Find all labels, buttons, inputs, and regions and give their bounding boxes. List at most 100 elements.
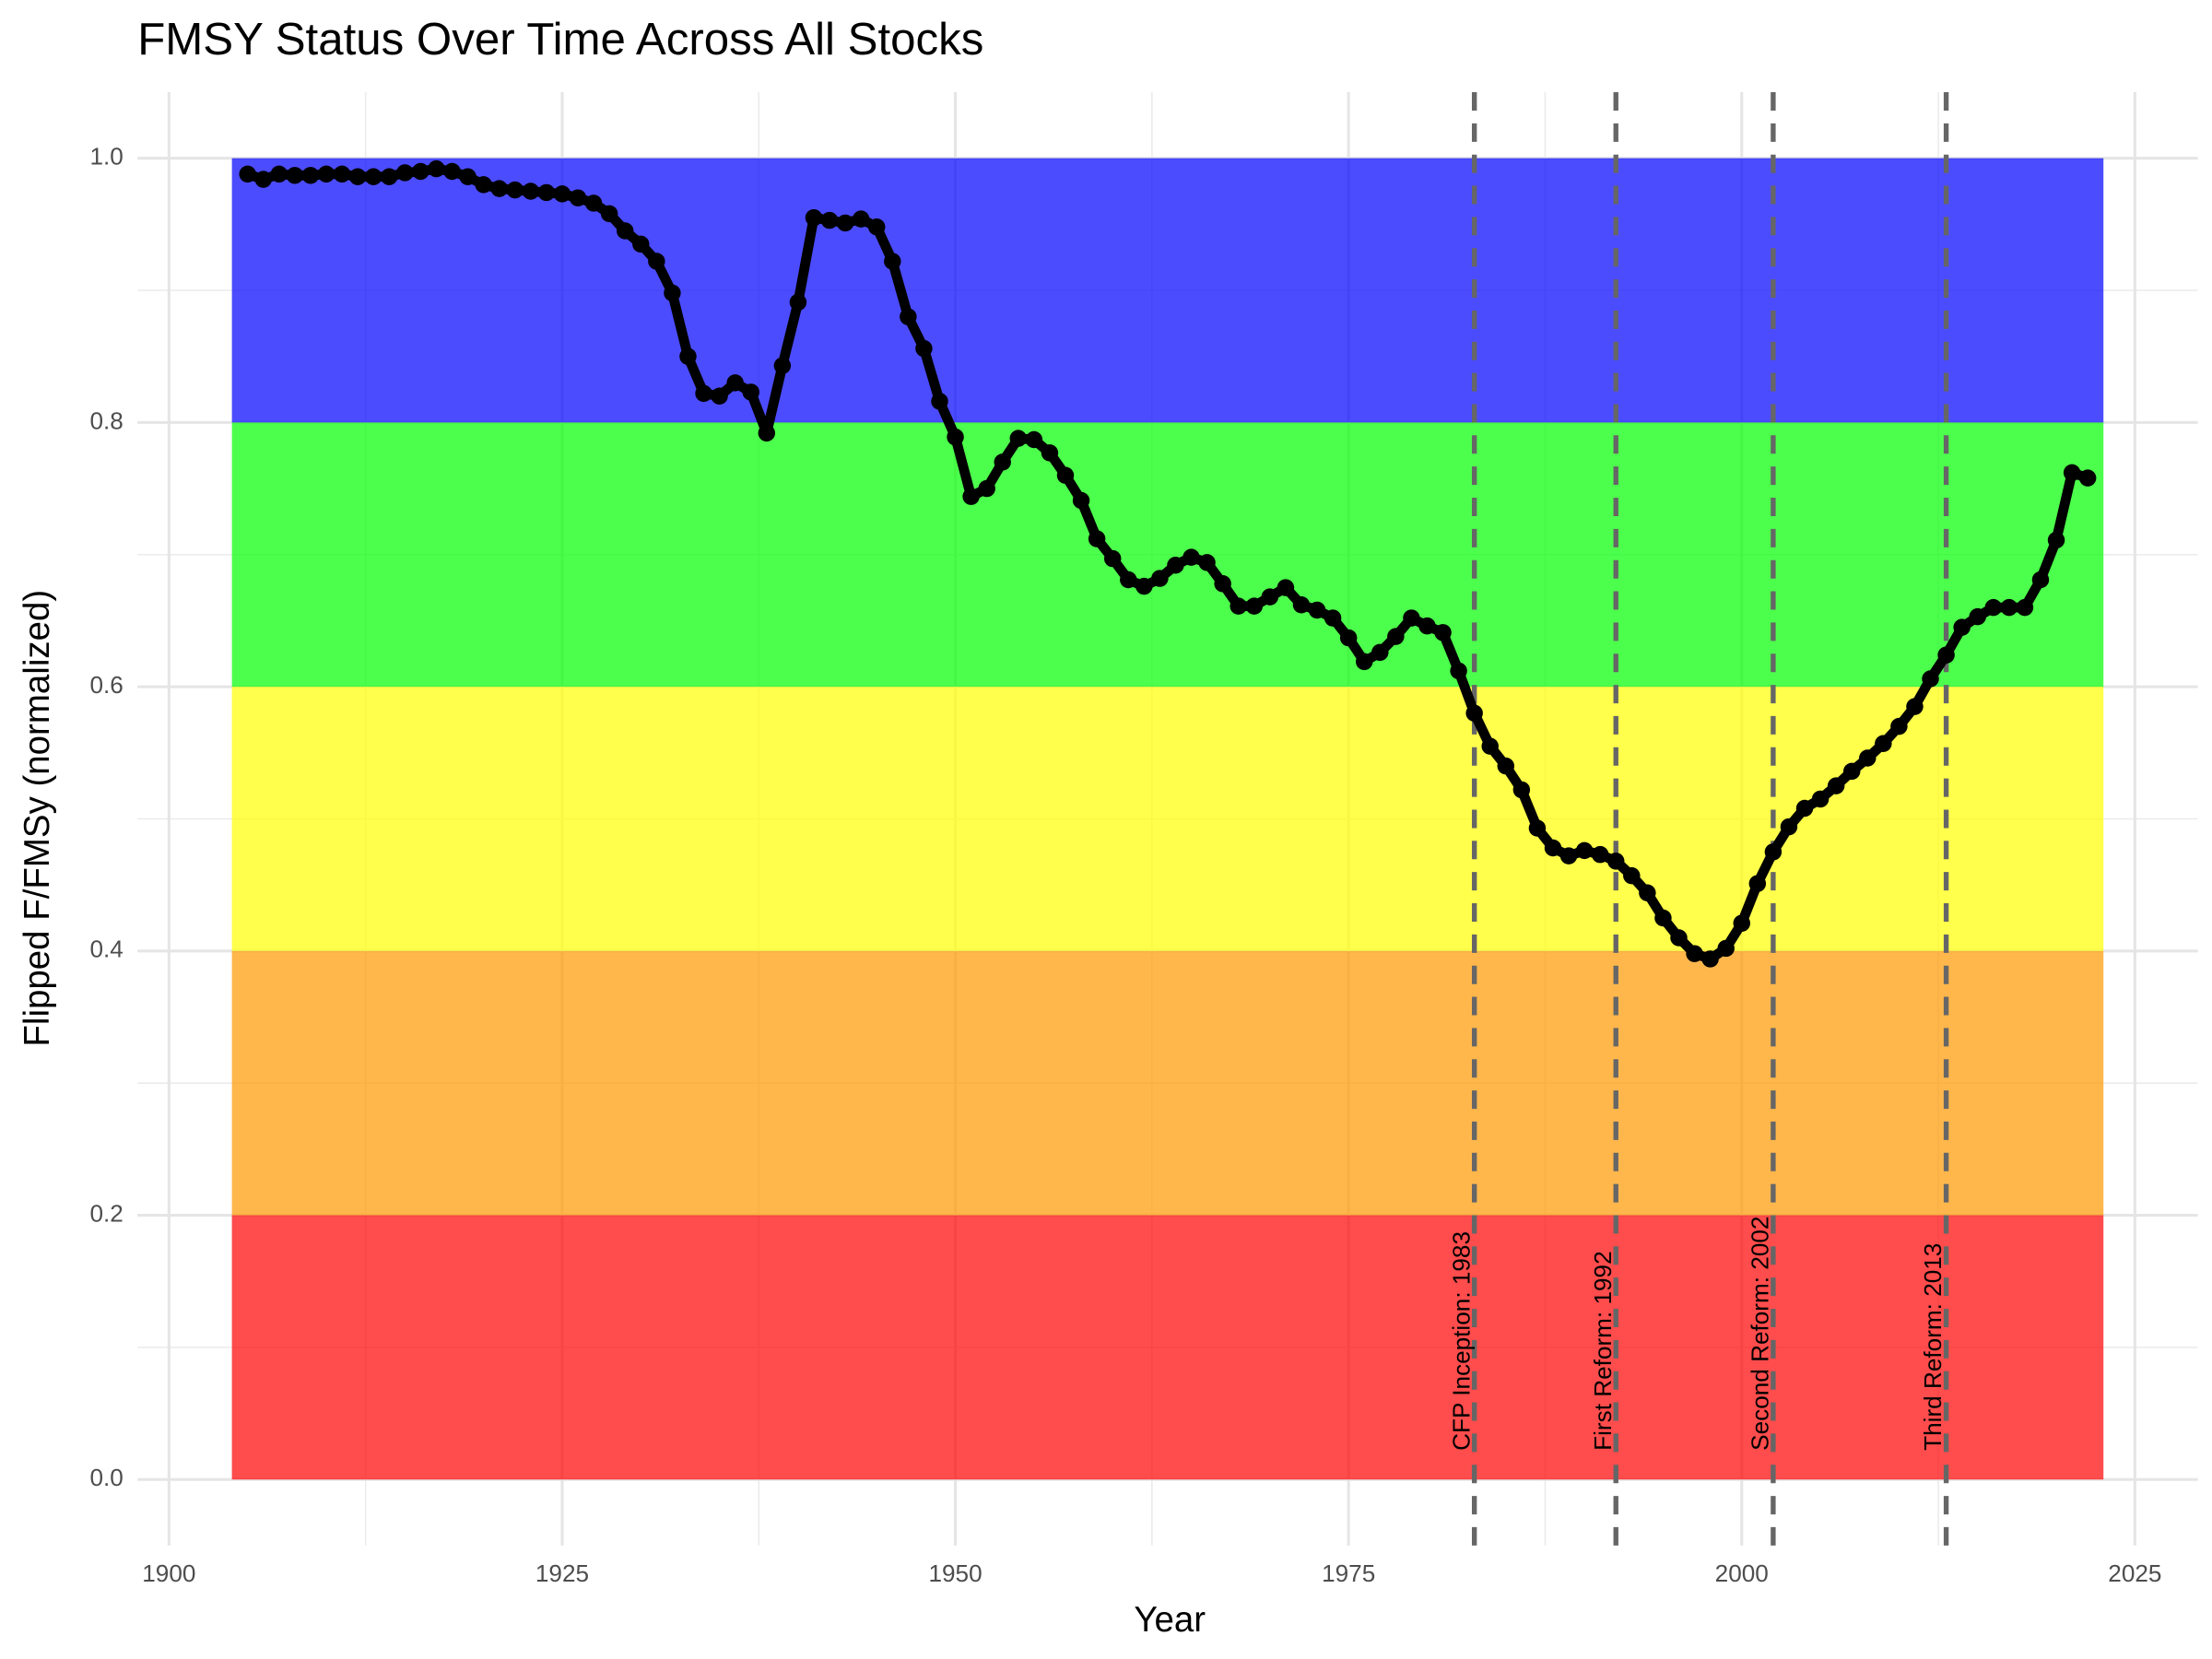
data-point <box>789 293 807 312</box>
data-point <box>600 205 618 223</box>
data-point <box>1890 717 1908 735</box>
data-point <box>679 347 697 365</box>
data-point <box>1355 653 1373 671</box>
data-point <box>1120 571 1137 589</box>
data-point <box>1151 570 1169 587</box>
data-point <box>931 393 948 410</box>
data-point <box>584 194 603 212</box>
data-point <box>254 171 272 188</box>
data-point <box>412 162 429 181</box>
data-point <box>381 168 398 185</box>
data-point <box>1811 790 1830 808</box>
data-point <box>884 253 901 270</box>
data-point <box>1984 598 2003 617</box>
data-point <box>664 284 681 302</box>
y-axis-label: Flipped F/FMSy (normalized) <box>18 590 57 1047</box>
data-point <box>1088 530 1106 547</box>
data-point <box>711 387 728 405</box>
data-point <box>270 165 288 183</box>
data-point <box>1418 617 1436 635</box>
data-point <box>364 168 382 185</box>
data-point <box>1450 662 1467 680</box>
status-band <box>231 422 2104 688</box>
data-point <box>836 214 854 232</box>
data-point <box>962 488 980 505</box>
data-point <box>868 218 886 236</box>
data-point <box>1906 698 1924 715</box>
data-point <box>1292 595 1311 614</box>
data-point <box>348 168 367 185</box>
data-point <box>805 208 823 227</box>
y-tick-label: 0.6 <box>90 671 124 699</box>
reform-label: Second Reform: 2002 <box>1746 1217 1773 1451</box>
data-point <box>1308 601 1326 619</box>
data-point <box>1103 549 1122 568</box>
x-tick-label: 2025 <box>2108 1559 2161 1587</box>
data-point <box>459 168 477 185</box>
data-point <box>396 164 414 182</box>
data-point <box>1198 554 1216 571</box>
data-point <box>1607 853 1625 870</box>
data-point <box>1387 628 1405 645</box>
data-point <box>286 167 304 184</box>
data-point <box>1953 618 1971 636</box>
data-point <box>1733 914 1750 932</box>
data-point <box>2063 464 2081 482</box>
data-point <box>900 308 917 325</box>
data-point <box>852 210 870 228</box>
data-point <box>553 185 571 203</box>
data-point <box>475 176 492 194</box>
chart-title: FMSY Status Over Time Across All Stocks <box>137 14 983 65</box>
data-point <box>1623 866 1641 885</box>
data-point <box>773 357 792 374</box>
data-point <box>1701 950 1719 968</box>
data-point <box>1937 646 1955 664</box>
y-tick-label: 0.0 <box>90 1464 124 1491</box>
data-point <box>1261 588 1279 606</box>
x-axis-label: Year <box>1134 1600 1206 1640</box>
data-point <box>1922 670 1939 688</box>
data-point <box>1512 781 1531 799</box>
data-point <box>1167 556 1184 574</box>
data-point <box>1827 777 1845 794</box>
data-point <box>490 180 508 197</box>
reform-label: Third Reform: 2013 <box>1919 1243 1947 1451</box>
y-tick-label: 0.2 <box>90 1199 124 1227</box>
status-band <box>231 950 2104 1216</box>
status-band <box>231 158 2104 423</box>
data-point <box>1056 466 1075 484</box>
data-point <box>1245 597 1264 615</box>
data-point <box>947 428 964 446</box>
data-point <box>1481 737 1499 755</box>
data-point <box>333 165 351 183</box>
data-point <box>978 479 995 498</box>
x-tick-label: 2000 <box>1715 1559 1769 1587</box>
data-point <box>1969 607 1986 626</box>
data-point <box>915 339 933 358</box>
data-point <box>695 384 712 403</box>
data-point <box>726 374 744 392</box>
data-point <box>1591 845 1609 864</box>
data-point <box>758 424 776 442</box>
data-point <box>2078 469 2097 487</box>
data-point <box>1403 609 1420 627</box>
data-point <box>1009 429 1028 447</box>
data-point <box>1559 847 1578 865</box>
data-point <box>569 189 587 206</box>
x-tick-label: 1900 <box>142 1559 195 1587</box>
x-tick-label: 1950 <box>928 1559 982 1587</box>
x-tick-label: 1925 <box>535 1559 589 1587</box>
data-point <box>1544 839 1562 857</box>
data-point <box>1875 735 1892 752</box>
data-point <box>1324 609 1342 627</box>
data-point <box>2000 598 2018 617</box>
data-point <box>1842 762 1861 781</box>
reform-label: CFP Inception: 1983 <box>1447 1231 1475 1451</box>
status-band <box>231 1215 2104 1480</box>
x-tick-label: 1975 <box>1322 1559 1375 1587</box>
data-point <box>522 182 540 200</box>
data-point <box>239 165 256 183</box>
status-band <box>231 687 2104 951</box>
data-point <box>2031 571 2050 589</box>
